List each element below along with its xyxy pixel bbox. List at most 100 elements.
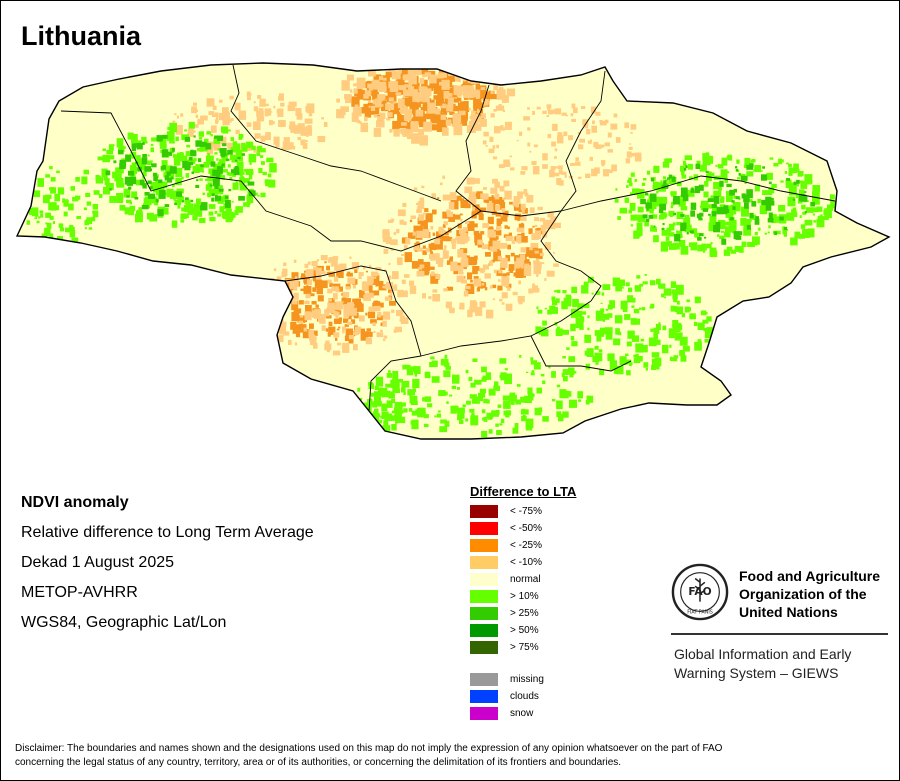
anomaly-patch — [387, 112, 393, 118]
fao-logo-motto: FIAT PANIS — [687, 609, 713, 615]
anomaly-patch — [531, 161, 537, 165]
anomaly-patch — [542, 153, 548, 161]
anomaly-patch — [387, 275, 392, 280]
anomaly-patch — [391, 382, 397, 387]
anomaly-patch — [730, 249, 737, 254]
anomaly-patch — [92, 210, 99, 218]
anomaly-patch — [536, 106, 541, 110]
anomaly-patch — [236, 161, 244, 169]
anomaly-patch — [351, 112, 359, 122]
anomaly-patch — [749, 163, 754, 168]
anomaly-patch — [417, 206, 422, 211]
anomaly-patch — [257, 194, 260, 197]
anomaly-patch — [221, 153, 228, 162]
anomaly-patch — [792, 207, 797, 212]
anomaly-patch — [501, 208, 505, 213]
anomaly-patch — [532, 225, 535, 228]
anomaly-patch — [374, 401, 382, 407]
anomaly-patch — [238, 110, 247, 120]
anomaly-patch — [391, 410, 396, 414]
anomaly-patch — [203, 162, 210, 168]
anomaly-patch — [268, 120, 273, 126]
anomaly-patch — [169, 122, 177, 133]
anomaly-patch — [468, 108, 471, 111]
anomaly-patch — [460, 218, 463, 222]
anomaly-patch — [383, 335, 388, 339]
anomaly-patch — [188, 157, 193, 161]
anomaly-patch — [702, 319, 709, 324]
anomaly-patch — [748, 199, 753, 203]
anomaly-patch — [578, 144, 584, 150]
anomaly-patch — [221, 143, 227, 147]
anomaly-patch — [371, 412, 380, 423]
anomaly-patch — [395, 93, 398, 95]
anomaly-patch — [161, 181, 167, 189]
anomaly-patch — [663, 214, 667, 216]
anomaly-patch — [441, 118, 447, 125]
disclaimer-line2: concerning the legal status of any count… — [15, 757, 622, 768]
anomaly-patch — [500, 127, 505, 131]
anomaly-patch — [746, 189, 753, 199]
anomaly-patch — [463, 67, 466, 71]
anomaly-patch — [489, 260, 493, 266]
legend-label: > 25% — [510, 608, 539, 619]
anomaly-patch — [456, 266, 460, 270]
anomaly-patch — [490, 218, 494, 223]
anomaly-patch — [35, 215, 38, 218]
anomaly-patch — [449, 256, 453, 261]
anomaly-patch — [509, 201, 514, 205]
anomaly-patch — [287, 105, 296, 112]
ndvi-anomaly-layer — [15, 62, 891, 440]
anomaly-patch — [160, 166, 166, 170]
anomaly-patch — [342, 291, 350, 298]
anomaly-patch — [283, 262, 287, 266]
anomaly-patch — [105, 170, 111, 176]
anomaly-patch — [436, 413, 441, 418]
anomaly-patch — [433, 194, 436, 196]
anomaly-patch — [699, 233, 704, 237]
anomaly-patch — [197, 158, 202, 163]
anomaly-patch — [800, 180, 808, 189]
anomaly-patch — [340, 106, 349, 112]
region-border — [560, 175, 836, 212]
anomaly-patch — [392, 371, 399, 378]
anomaly-patch — [291, 311, 300, 322]
anomaly-patch — [676, 322, 682, 329]
anomaly-patch — [370, 392, 375, 397]
anomaly-patch — [719, 204, 726, 209]
anomaly-patch — [50, 187, 57, 194]
anomaly-patch — [169, 140, 172, 144]
anomaly-patch — [641, 307, 646, 311]
anomaly-patch — [483, 398, 488, 404]
anomaly-patch — [369, 91, 372, 94]
anomaly-patch — [425, 247, 430, 253]
anomaly-patch — [447, 87, 456, 96]
anomaly-patch — [283, 331, 290, 336]
anomaly-patch — [627, 330, 635, 339]
anomaly-patch — [691, 186, 694, 190]
anomaly-patch — [194, 109, 198, 112]
anomaly-patch — [697, 244, 706, 252]
anomaly-patch — [473, 223, 478, 228]
anomaly-patch — [380, 104, 384, 107]
anomaly-patch — [84, 227, 87, 230]
anomaly-patch — [495, 226, 500, 231]
anomaly-patch — [554, 108, 562, 115]
anomaly-patch — [216, 158, 219, 161]
anomaly-patch — [509, 269, 513, 273]
anomaly-patch — [717, 220, 726, 230]
anomaly-patch — [248, 190, 256, 197]
anomaly-patch — [288, 125, 296, 130]
anomaly-patch — [472, 398, 480, 404]
anomaly-patch — [515, 204, 519, 208]
anomaly-patch — [520, 247, 527, 253]
anomaly-patch — [131, 134, 138, 144]
anomaly-patch — [200, 141, 207, 147]
anomaly-patch — [635, 343, 644, 353]
anomaly-patch — [540, 225, 546, 231]
anomaly-patch — [501, 199, 505, 203]
anomaly-patch — [650, 303, 655, 308]
anomaly-patch — [314, 279, 323, 288]
anomaly-patch — [273, 314, 277, 317]
anomaly-patch — [455, 75, 461, 82]
